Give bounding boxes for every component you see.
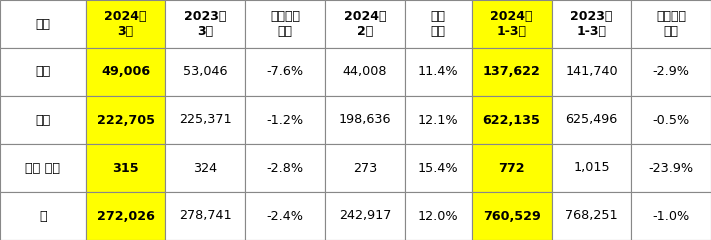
Text: 11.4%: 11.4% (418, 66, 459, 78)
Bar (166, 192, 245, 240)
Bar (552, 48, 631, 96)
Bar (245, 96, 325, 144)
Text: -2.4%: -2.4% (267, 210, 304, 222)
Bar (86, 192, 166, 240)
Text: -7.6%: -7.6% (267, 66, 304, 78)
Bar (166, 144, 245, 192)
Text: 해외: 해외 (36, 114, 50, 126)
Text: 구분: 구분 (36, 18, 50, 30)
Bar (472, 192, 552, 240)
Bar (166, 48, 245, 96)
Bar (325, 48, 405, 96)
Bar (552, 144, 631, 192)
Text: 2024년
1-3월: 2024년 1-3월 (491, 10, 533, 38)
Text: 273: 273 (353, 162, 377, 174)
Text: 141,740: 141,740 (565, 66, 618, 78)
Text: 12.1%: 12.1% (418, 114, 459, 126)
Text: 768,251: 768,251 (565, 210, 618, 222)
Text: 225,371: 225,371 (179, 114, 232, 126)
Bar (0, 144, 86, 192)
Text: 2023년
1-3월: 2023년 1-3월 (570, 10, 613, 38)
Text: 625,496: 625,496 (565, 114, 618, 126)
Bar (552, 0, 631, 48)
Text: 15.4%: 15.4% (418, 162, 459, 174)
Bar (631, 0, 711, 48)
Text: 계: 계 (39, 210, 47, 222)
Text: 전월
대비: 전월 대비 (431, 10, 446, 38)
Text: 1,015: 1,015 (573, 162, 610, 174)
Text: 137,622: 137,622 (483, 66, 540, 78)
Text: 2024년
3월: 2024년 3월 (105, 10, 147, 38)
Text: -2.8%: -2.8% (267, 162, 304, 174)
Bar (0, 96, 86, 144)
Text: 324: 324 (193, 162, 218, 174)
Bar (86, 144, 166, 192)
Bar (405, 144, 472, 192)
Text: -23.9%: -23.9% (648, 162, 694, 174)
Text: 272,026: 272,026 (97, 210, 154, 222)
Bar (166, 96, 245, 144)
Text: 315: 315 (112, 162, 139, 174)
Text: 242,917: 242,917 (338, 210, 391, 222)
Bar (552, 192, 631, 240)
Bar (245, 48, 325, 96)
Bar (245, 192, 325, 240)
Text: 53,046: 53,046 (183, 66, 228, 78)
Text: 2023년
3월: 2023년 3월 (184, 10, 227, 38)
Bar (552, 96, 631, 144)
Bar (86, 48, 166, 96)
Bar (631, 96, 711, 144)
Bar (325, 0, 405, 48)
Bar (405, 96, 472, 144)
Bar (0, 48, 86, 96)
Bar (0, 0, 86, 48)
Text: 2024년
2월: 2024년 2월 (343, 10, 386, 38)
Text: 국내: 국내 (36, 66, 50, 78)
Text: -0.5%: -0.5% (653, 114, 690, 126)
Text: -1.0%: -1.0% (653, 210, 690, 222)
Text: 222,705: 222,705 (97, 114, 154, 126)
Bar (325, 96, 405, 144)
Bar (86, 0, 166, 48)
Text: 44,008: 44,008 (343, 66, 387, 78)
Bar (0, 192, 86, 240)
Text: 49,006: 49,006 (101, 66, 150, 78)
Bar (472, 144, 552, 192)
Bar (325, 144, 405, 192)
Text: -1.2%: -1.2% (267, 114, 304, 126)
Bar (631, 144, 711, 192)
Bar (245, 0, 325, 48)
Text: -2.9%: -2.9% (653, 66, 690, 78)
Bar (405, 48, 472, 96)
Text: 특수 차량: 특수 차량 (26, 162, 60, 174)
Text: 278,741: 278,741 (179, 210, 232, 222)
Bar (472, 96, 552, 144)
Bar (166, 0, 245, 48)
Bar (472, 48, 552, 96)
Text: 전년동월
대비: 전년동월 대비 (270, 10, 300, 38)
Bar (86, 96, 166, 144)
Bar (472, 0, 552, 48)
Text: 연간누계
대비: 연간누계 대비 (656, 10, 686, 38)
Text: 772: 772 (498, 162, 525, 174)
Bar (325, 192, 405, 240)
Text: 760,529: 760,529 (483, 210, 540, 222)
Bar (405, 192, 472, 240)
Text: 622,135: 622,135 (483, 114, 540, 126)
Bar (405, 0, 472, 48)
Text: 198,636: 198,636 (338, 114, 391, 126)
Bar (245, 144, 325, 192)
Bar (631, 192, 711, 240)
Text: 12.0%: 12.0% (418, 210, 459, 222)
Bar (631, 48, 711, 96)
